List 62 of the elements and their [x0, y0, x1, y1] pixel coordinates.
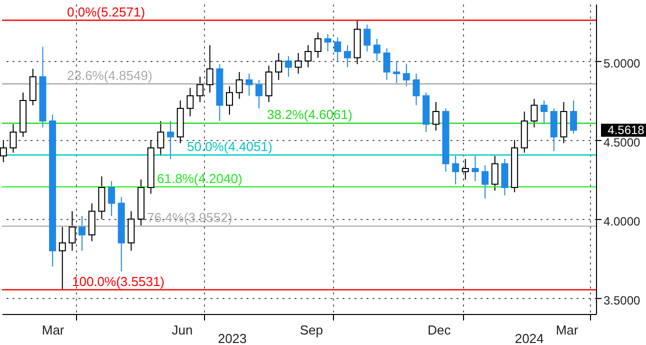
candlestick: [206, 44, 214, 94]
candlestick: [236, 72, 243, 100]
ref-line-label: 50.0%(4.4051): [187, 139, 272, 154]
candlestick: [275, 52, 282, 80]
candlestick: [284, 56, 292, 78]
candlestick: [324, 34, 332, 52]
candlestick: [294, 52, 302, 74]
ref-line-label: 23.6%(4.8549): [67, 68, 152, 83]
candlestick: [88, 202, 96, 242]
annotation: 4.5618: [608, 123, 645, 138]
candlestick: [304, 44, 312, 68]
candlestick: [344, 44, 351, 68]
candlestick: [364, 24, 371, 52]
y-tick-label: 4.5000: [604, 136, 641, 150]
candlestick: [383, 48, 390, 80]
candlestick: [334, 36, 342, 62]
ref-line-label: 38.2%(4.6061): [267, 107, 352, 122]
candlestick: [482, 164, 489, 200]
candlestick: [432, 102, 440, 132]
candlestick: [167, 120, 174, 160]
ref-line-label: 100.0%(3.5531): [72, 274, 165, 289]
y-tick-label: 3.5000: [604, 294, 641, 308]
candlestick: [186, 87, 194, 117]
candlestick: [157, 120, 164, 156]
text: 2024: [514, 331, 544, 345]
candlestick: [412, 73, 420, 106]
candlestick: [472, 155, 479, 182]
candlestick: [58, 226, 66, 290]
ref-line-label: 0.0%(5.2571): [67, 4, 146, 20]
candlestick: [540, 100, 548, 125]
x-tick-label: Jun: [172, 322, 193, 338]
ref-line-label: 61.8%(4.2040): [157, 170, 242, 186]
candlestick: [265, 65, 272, 103]
candlestick: [128, 210, 135, 252]
x-tick-label: Mar: [556, 322, 579, 338]
candlestick: [246, 73, 253, 96]
candlestick: [491, 155, 498, 192]
ref-line-label: 76.4%(3.9552): [147, 210, 232, 226]
candlestick: [501, 158, 508, 196]
candlestick: [373, 38, 380, 62]
y-tick-label: 5.0000: [604, 56, 641, 70]
candlestick: [462, 158, 469, 180]
candlestick: [108, 180, 116, 216]
candlestick: [196, 76, 204, 103]
candlestick: [78, 215, 86, 252]
x-tick-label: Mar: [42, 322, 65, 338]
candlestick: [10, 124, 17, 154]
candlestick: [98, 176, 106, 220]
candlestick: [570, 100, 578, 134]
x-tick-label: Dec: [428, 322, 452, 338]
text: 2023: [218, 331, 247, 345]
candlestick: [530, 98, 538, 128]
candlestick: [314, 32, 322, 58]
x-tick-label: Sep: [300, 322, 324, 338]
candlestick: [402, 64, 410, 87]
candlestick: [393, 60, 400, 84]
candlestick: [226, 86, 233, 116]
candlestick: [452, 155, 460, 185]
candlestick: [29, 68, 36, 106]
candlestick: [255, 79, 262, 109]
candlestick: [68, 210, 76, 252]
y-tick-label: 4.0000: [604, 214, 641, 229]
